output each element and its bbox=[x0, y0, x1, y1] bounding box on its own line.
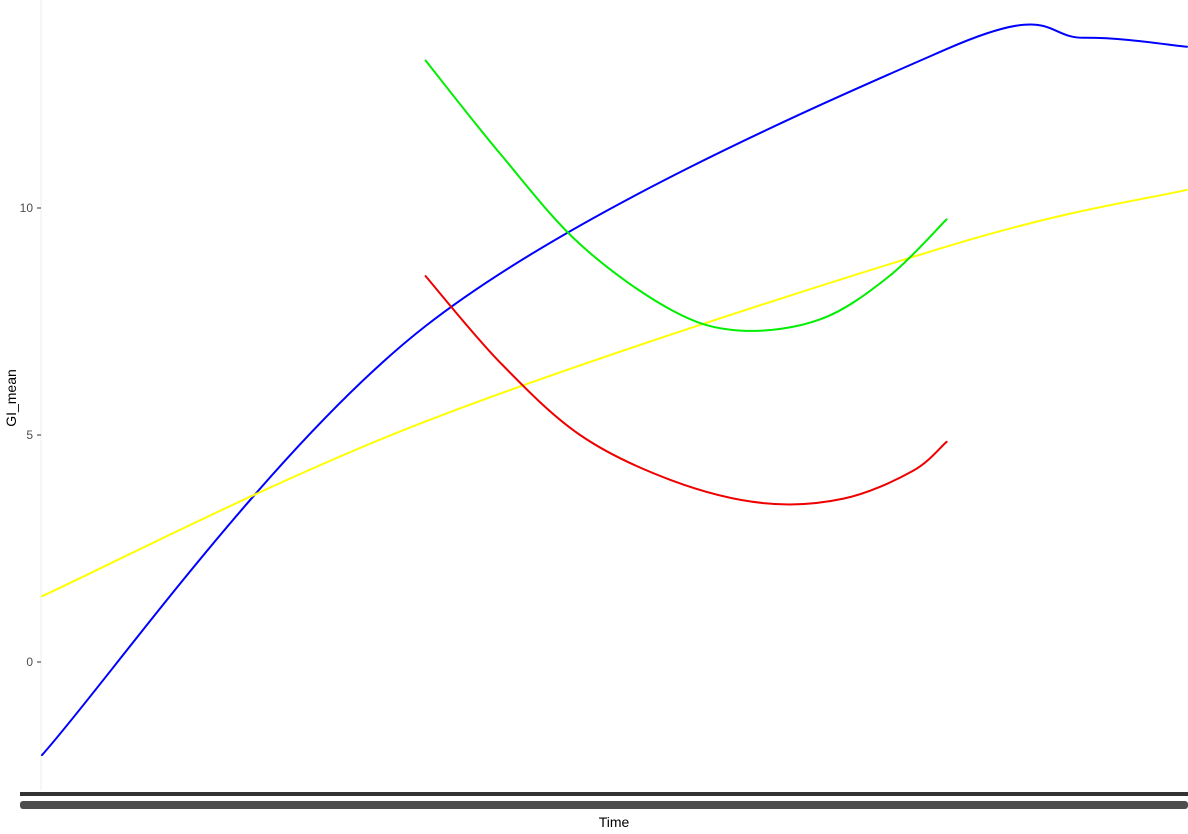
x-axis-band bbox=[20, 792, 1188, 796]
y-axis-title: GI_mean bbox=[3, 369, 19, 427]
y-ticks: 0 5 10 bbox=[20, 201, 41, 669]
x-axis-title: Time bbox=[599, 814, 630, 830]
series-line-1 bbox=[41, 188, 1188, 598]
series-line-3 bbox=[424, 275, 948, 506]
y-tick-label: 0 bbox=[26, 655, 33, 669]
y-tick-label: 5 bbox=[26, 428, 33, 442]
y-tick-label: 10 bbox=[20, 201, 34, 215]
series-lines bbox=[41, 23, 1188, 757]
x-axis-tick-labels bbox=[20, 801, 1188, 809]
series-line-2 bbox=[424, 59, 948, 332]
series-line-0 bbox=[41, 23, 1188, 757]
